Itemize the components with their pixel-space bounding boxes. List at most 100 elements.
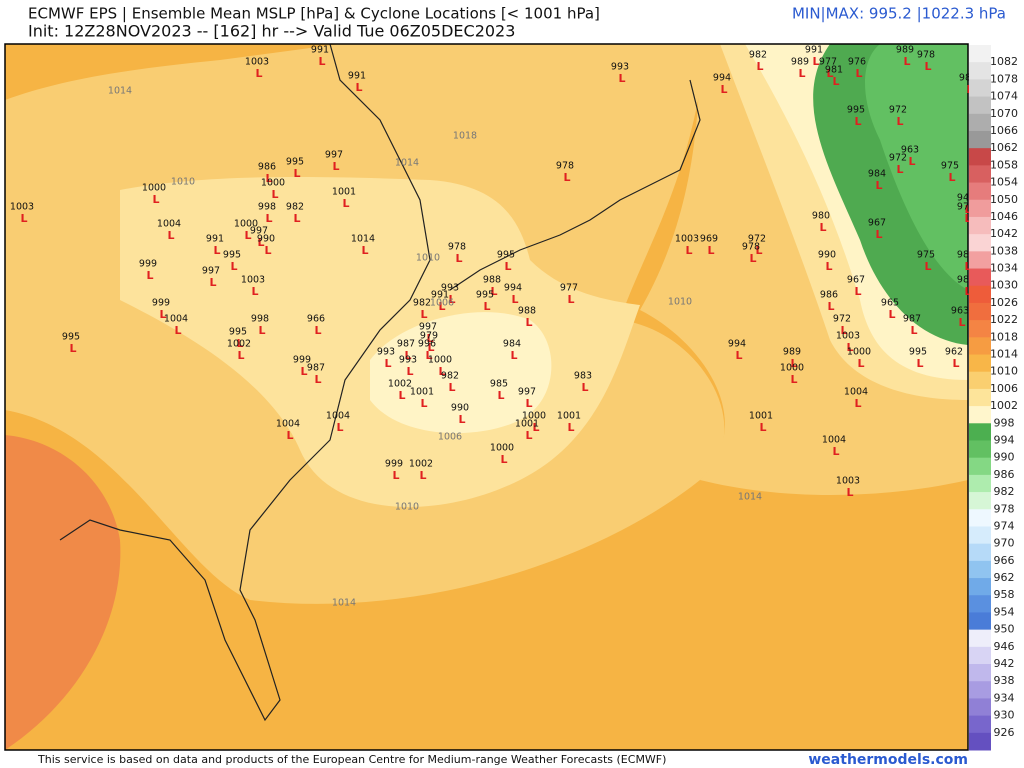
low-symbol: L: [318, 55, 325, 68]
colorbar-label: 1038: [990, 244, 1018, 257]
low-symbol: L: [336, 421, 343, 434]
low-symbol: L: [504, 260, 511, 273]
low-symbol: L: [888, 308, 895, 321]
colorbar-label: 990: [994, 451, 1015, 464]
colorbar-label: 974: [994, 519, 1015, 532]
cyclone-pressure: 993: [441, 283, 459, 294]
colorbar-label: 966: [994, 554, 1015, 567]
low-symbol: L: [355, 81, 362, 94]
colorbar-label: 998: [994, 416, 1015, 429]
colorbar-label: 946: [994, 640, 1015, 653]
colorbar-label: 1006: [990, 382, 1018, 395]
cyclone-pressure: 995: [909, 347, 927, 358]
low-symbol: L: [361, 244, 368, 257]
low-symbol: L: [525, 316, 532, 329]
colorbar-label: 962: [994, 571, 1015, 584]
colorbar-swatch: [969, 595, 991, 613]
cyclone-pressure: 995: [847, 105, 865, 116]
low-symbol: L: [392, 469, 399, 482]
colorbar-label: 1050: [990, 193, 1018, 206]
cyclone-pressure: 984: [503, 339, 521, 350]
colorbar-label: 1014: [990, 348, 1018, 361]
low-symbol: L: [146, 269, 153, 282]
colorbar-swatch: [969, 45, 991, 63]
cyclone-pressure: 997: [518, 387, 536, 398]
cyclone-pressure: 978: [917, 50, 935, 61]
colorbar-label: 942: [994, 657, 1015, 670]
cyclone-pressure: 965: [881, 298, 899, 309]
low-symbol: L: [832, 75, 839, 88]
title: ECMWF EPS | Ensemble Mean MSLP [hPa] & C…: [28, 5, 600, 23]
band-1006: [120, 177, 640, 508]
cyclone-pressure: 962: [945, 347, 963, 358]
cyclone-pressure: 1003: [245, 57, 269, 68]
cyclone-pressure: 1003: [836, 476, 860, 487]
credit: This service is based on data and produc…: [37, 753, 666, 766]
low-symbol: L: [510, 349, 517, 362]
low-symbol: L: [293, 167, 300, 180]
low-symbol: L: [910, 324, 917, 337]
colorbar-label: 1078: [990, 72, 1018, 85]
cyclone-pressure: 998: [251, 314, 269, 325]
cyclone-pressure: 1001: [410, 387, 434, 398]
cyclone-pressure: 995: [223, 250, 241, 261]
colorbar-label: 938: [994, 674, 1015, 687]
cyclone-pressure: 996: [418, 339, 436, 350]
cyclone-pressure: 1000: [261, 178, 285, 189]
cyclone-pressure: 975: [941, 161, 959, 172]
low-symbol: L: [230, 260, 237, 273]
low-symbol: L: [455, 252, 462, 265]
colorbar-swatch: [969, 509, 991, 527]
low-symbol: L: [425, 349, 432, 362]
cyclone-pressure: 1000: [142, 183, 166, 194]
cyclone-pressure: 986: [258, 162, 276, 173]
cyclone-pressure: 1002: [227, 339, 251, 350]
low-symbol: L: [237, 349, 244, 362]
cyclone-pressure: 993: [611, 62, 629, 73]
colorbar-label: 1070: [990, 107, 1018, 120]
colorbar-swatch: [969, 165, 991, 184]
low-symbol: L: [255, 67, 262, 80]
low-symbol: L: [875, 179, 882, 192]
low-symbol: L: [720, 83, 727, 96]
cyclone-pressure: 978: [742, 242, 760, 253]
low-symbol: L: [448, 293, 455, 306]
colorbar-label: 926: [994, 726, 1015, 739]
colorbar-label: 930: [994, 709, 1015, 722]
low-symbol: L: [563, 171, 570, 184]
low-symbol: L: [265, 172, 272, 185]
contour-label: 1014: [395, 158, 419, 169]
cyclone-pressure: 978: [556, 161, 574, 172]
low-symbol: L: [790, 357, 797, 370]
low-symbol: L: [819, 221, 826, 234]
cyclone-pressure: 994: [713, 73, 731, 84]
colorbar-swatch: [969, 337, 991, 356]
cyclone-pressure: 977: [819, 57, 837, 68]
colorbar-swatch: [969, 732, 991, 751]
pressure-fill: [5, 44, 968, 750]
cyclone-pressure: 988: [518, 306, 536, 317]
cyclone-pressure: 990: [257, 234, 275, 245]
cyclone-pressure: 984: [957, 275, 975, 286]
colorbar-swatch: [969, 560, 991, 579]
contour-label: 1010: [416, 253, 440, 264]
low-symbol: L: [825, 260, 832, 273]
low-symbol: L: [798, 67, 805, 80]
low-symbol: L: [685, 244, 692, 257]
cyclone-pressure: 1001: [557, 411, 581, 422]
cyclone-pressure: 1000: [522, 411, 546, 422]
cyclone-pressure: 999: [152, 298, 170, 309]
cyclone-pressure: 963: [901, 145, 919, 156]
low-symbol: L: [964, 212, 971, 225]
colorbar-swatch: [969, 268, 991, 287]
cyclone-pressure: 994: [504, 283, 522, 294]
colorbar-swatch: [969, 199, 991, 218]
low-symbol: L: [826, 67, 833, 80]
colorbar-swatch: [969, 79, 991, 98]
colorbar-swatch: [969, 646, 991, 665]
low-symbol: L: [511, 293, 518, 306]
low-symbol: L: [314, 324, 321, 337]
low-symbol: L: [812, 55, 819, 68]
cyclone-pressure: 1003: [10, 202, 34, 213]
